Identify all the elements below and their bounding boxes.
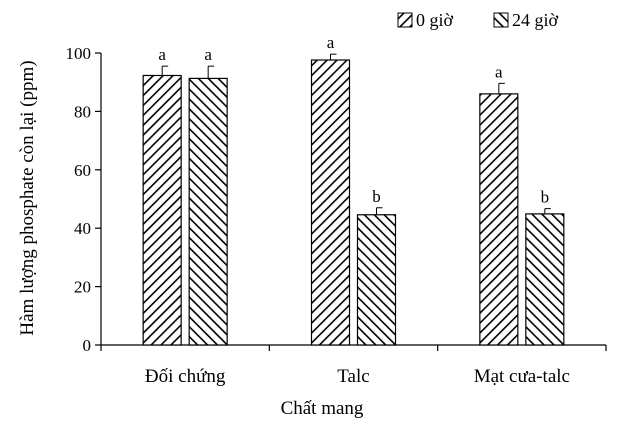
x-category-label: Mạt cưa-talc: [474, 366, 570, 387]
x-category-label: Đối chứng: [145, 366, 226, 387]
significance-letter: a: [204, 45, 212, 64]
significance-letter: a: [327, 33, 335, 52]
bar: [310, 59, 351, 346]
y-tick-label: 80: [74, 102, 91, 121]
y-axis-title: Hàm lượng phosphate còn lại (ppm): [17, 60, 38, 335]
legend-label: 0 giờ: [416, 10, 454, 30]
bar: [142, 74, 182, 346]
y-tick-label: 0: [83, 336, 92, 355]
significance-labels: a a a a b b: [158, 33, 549, 206]
legend: 0 giờ 24 giờ: [397, 10, 559, 30]
bar: [356, 214, 397, 346]
y-tick-label: 60: [74, 161, 91, 180]
y-tick-label: 20: [74, 278, 91, 297]
x-axis: Đối chứng Talc Mạt cưa-talc: [100, 344, 607, 387]
y-axis: 0 20 40 60 80 100: [66, 44, 102, 355]
bars: [142, 59, 565, 346]
x-category-label: Talc: [337, 366, 369, 387]
significance-letter: b: [541, 188, 550, 207]
bar: [479, 93, 519, 346]
significance-letter: a: [158, 45, 166, 64]
significance-letter: a: [495, 62, 503, 81]
x-axis-title: Chất mang: [281, 398, 364, 419]
legend-swatch: [397, 12, 413, 28]
significance-letter: b: [372, 187, 381, 206]
y-tick-label: 100: [66, 44, 92, 63]
y-tick-label: 40: [74, 219, 91, 238]
bar: [188, 77, 228, 346]
legend-swatch: [493, 12, 509, 28]
bar: [525, 213, 565, 346]
legend-label: 24 giờ: [512, 10, 559, 30]
error-bars: [161, 53, 551, 215]
